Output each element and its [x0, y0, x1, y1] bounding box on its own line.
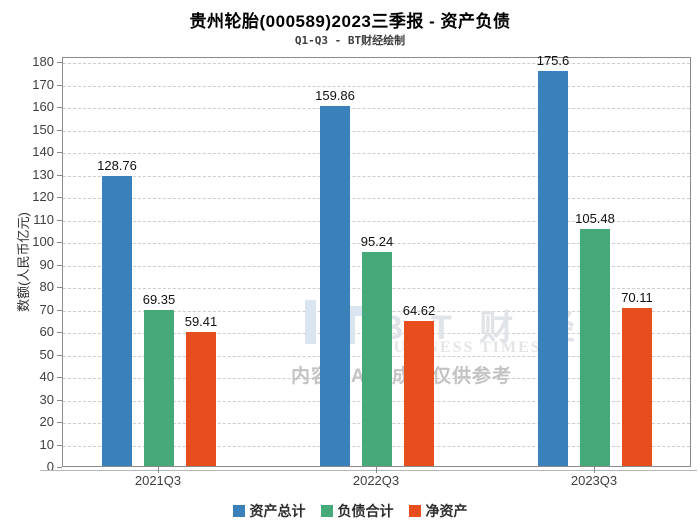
legend: 资产总计 负债合计 净资产	[0, 501, 700, 521]
y-tick-label: 170	[32, 76, 54, 92]
y-tick-mark	[57, 264, 62, 266]
gridline	[63, 108, 690, 109]
gridline	[63, 130, 690, 132]
y-tick-label: 90	[39, 256, 54, 272]
bar-资产总计-2021Q3	[102, 176, 132, 466]
x-axis-line	[40, 470, 697, 471]
x-tick-label-2022Q3: 2022Q3	[352, 473, 400, 488]
y-tick-mark	[57, 422, 62, 423]
bar-净资产-2021Q3	[186, 332, 216, 466]
y-tick-label: 110	[33, 211, 54, 227]
bar-value-label: 175.6	[536, 52, 570, 68]
chart-subtitle: Q1-Q3 - BT财经绘制	[294, 34, 406, 47]
y-tick-mark	[57, 174, 62, 176]
y-tick-label: 150	[32, 121, 54, 137]
y-tick-mark	[57, 354, 62, 356]
y-tick-mark	[57, 467, 62, 468]
bar-value-label: 69.35	[142, 291, 176, 307]
legend-item-净资产: 净资产	[408, 501, 468, 521]
gridline	[63, 85, 690, 87]
y-tick-label: 180	[32, 54, 54, 69]
y-tick-label: 10	[39, 436, 54, 452]
y-tick-mark	[57, 287, 62, 288]
y-tick-mark	[57, 152, 62, 153]
y-tick-label: 80	[39, 279, 54, 294]
y-tick-label: 120	[32, 189, 54, 204]
y-tick-label: 100	[32, 234, 54, 249]
bar-负债合计-2021Q3	[144, 309, 174, 466]
y-tick-mark	[57, 197, 62, 198]
y-tick-label: 70	[39, 301, 54, 317]
x-tick-label-2023Q3: 2023Q3	[570, 473, 618, 488]
bar-资产总计-2022Q3	[320, 106, 350, 466]
bar-value-label: 159.86	[315, 88, 355, 104]
y-tick-mark	[57, 399, 62, 401]
y-tick-mark	[57, 242, 62, 243]
gridline	[63, 220, 690, 222]
bar-value-label: 59.41	[184, 314, 218, 330]
y-tick-label: 140	[32, 144, 54, 159]
gridline	[63, 153, 690, 154]
gridline	[63, 198, 690, 199]
bar-资产总计-2023Q3	[538, 70, 568, 466]
y-tick-label: 20	[39, 414, 54, 429]
gridline	[63, 175, 690, 177]
y-tick-label: 50	[39, 346, 54, 362]
bar-value-label: 105.48	[575, 210, 615, 226]
bar-value-label: 95.24	[360, 233, 394, 249]
x-tick-mark	[376, 467, 377, 473]
bar-value-label: 128.76	[97, 158, 137, 174]
bar-净资产-2022Q3	[404, 320, 434, 466]
bar-净资产-2023Q3	[622, 308, 652, 466]
legend-swatch-icon	[320, 505, 333, 517]
legend-label: 资产总计	[249, 503, 306, 519]
y-tick-mark	[57, 332, 62, 333]
y-tick-mark	[57, 444, 62, 446]
legend-swatch-icon	[408, 505, 421, 517]
bar-负债合计-2022Q3	[362, 251, 392, 466]
x-tick-label-2021Q3: 2021Q3	[134, 473, 182, 488]
plot-area: B T 财 经 BUSINESS TIMES 内容由AI生成，仅供参考 128.…	[62, 53, 691, 467]
legend-label: 负债合计	[337, 503, 394, 519]
y-tick-label: 40	[39, 369, 54, 384]
bar-负债合计-2023Q3	[580, 228, 610, 466]
bar-value-label: 64.62	[402, 302, 436, 318]
x-tick-mark	[594, 467, 595, 473]
y-tick-mark	[57, 107, 62, 108]
y-tick-mark	[57, 62, 62, 63]
y-tick-mark	[57, 84, 62, 86]
legend-swatch-icon	[232, 505, 245, 517]
y-tick-label: 130	[32, 166, 54, 182]
chart-title: 贵州轮胎(000589)2023三季报 - 资产负债	[189, 12, 511, 31]
y-tick-label: 30	[39, 391, 54, 407]
y-tick-mark	[57, 219, 62, 221]
legend-label: 净资产	[425, 503, 468, 519]
y-tick-mark	[57, 309, 62, 311]
y-tick-label: 60	[39, 324, 54, 339]
gridline	[63, 243, 690, 244]
y-tick-mark	[57, 377, 62, 378]
x-tick-mark	[158, 467, 159, 473]
bar-value-label: 70.11	[621, 290, 653, 306]
legend-item-负债合计: 负债合计	[320, 501, 394, 521]
legend-item-资产总计: 资产总计	[232, 501, 306, 521]
logo-bar-shape	[305, 300, 316, 344]
y-tick-mark	[57, 129, 62, 131]
gridline	[63, 63, 690, 64]
y-tick-label: 0	[46, 459, 54, 474]
y-tick-label: 160	[32, 99, 54, 114]
